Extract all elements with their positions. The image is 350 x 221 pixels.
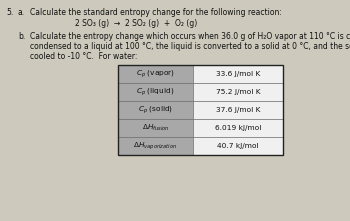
- Text: 40.7 kJ/mol: 40.7 kJ/mol: [217, 143, 259, 149]
- Text: 33.6 J/mol K: 33.6 J/mol K: [216, 71, 260, 77]
- Text: 75.2 J/mol K: 75.2 J/mol K: [216, 89, 260, 95]
- Bar: [118, 101, 193, 119]
- Text: cooled to -10 °C.  For water:: cooled to -10 °C. For water:: [30, 52, 137, 61]
- Text: 5.: 5.: [6, 8, 13, 17]
- Bar: [118, 137, 193, 155]
- Text: $C_p$ (vapor): $C_p$ (vapor): [136, 68, 175, 80]
- Text: b.: b.: [18, 32, 25, 41]
- Text: 2 SO₃ (g)  →  2 SO₂ (g)  +  O₂ (g): 2 SO₃ (g) → 2 SO₂ (g) + O₂ (g): [75, 19, 197, 28]
- Text: condensed to a liquid at 100 °C, the liquid is converted to a solid at 0 °C, and: condensed to a liquid at 100 °C, the liq…: [30, 42, 350, 51]
- Text: a.: a.: [18, 8, 25, 17]
- Bar: [193, 83, 283, 101]
- Text: Calculate the standard entropy change for the following reaction:: Calculate the standard entropy change fo…: [30, 8, 282, 17]
- Bar: [118, 65, 193, 83]
- Text: $\Delta H_{vaporization}$: $\Delta H_{vaporization}$: [133, 140, 177, 152]
- Text: $C_p$ (solid): $C_p$ (solid): [138, 104, 173, 116]
- Bar: [193, 137, 283, 155]
- Bar: [118, 65, 283, 155]
- Text: $\Delta H_{fusion}$: $\Delta H_{fusion}$: [141, 123, 169, 133]
- Text: 6.019 kJ/mol: 6.019 kJ/mol: [215, 125, 261, 131]
- Bar: [118, 83, 193, 101]
- Bar: [193, 101, 283, 119]
- Text: 37.6 J/mol K: 37.6 J/mol K: [216, 107, 260, 113]
- Text: Calculate the entropy change which occurs when 36.0 g of H₂O vapor at 110 °C is : Calculate the entropy change which occur…: [30, 32, 350, 41]
- Bar: [118, 119, 193, 137]
- Bar: [193, 65, 283, 83]
- Bar: [193, 119, 283, 137]
- Text: $C_p$ (liquid): $C_p$ (liquid): [136, 86, 175, 98]
